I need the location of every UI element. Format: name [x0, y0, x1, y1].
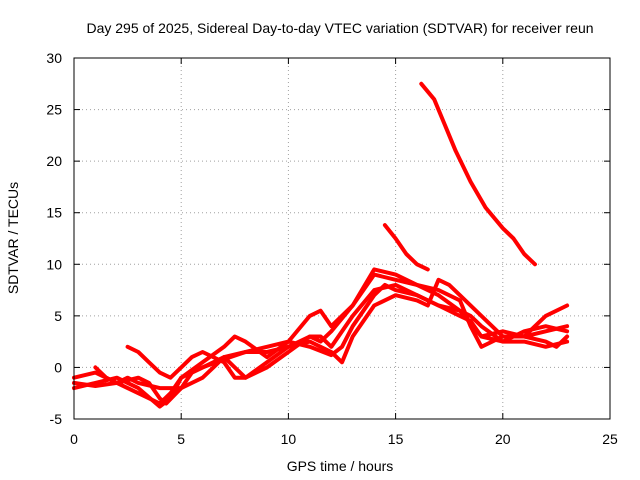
series-line-track-6 [382, 223, 430, 272]
y-tick-label: 10 [46, 256, 62, 272]
series-line-track-3 [72, 267, 570, 406]
x-tick-label: 10 [281, 431, 297, 447]
y-tick-label: 30 [46, 50, 62, 66]
x-tick-label: 0 [70, 431, 78, 447]
plot-frame [73, 57, 611, 420]
series-line-track-5 [93, 277, 570, 391]
x-tick-label: 15 [388, 431, 404, 447]
y-tick-label: 15 [46, 205, 62, 221]
x-tick-label: 5 [177, 431, 185, 447]
series-line-track-2 [72, 272, 570, 409]
series-line-track-7 [419, 81, 537, 267]
series-line-track-4 [125, 282, 570, 380]
y-tick-label: -5 [50, 411, 63, 427]
y-axis-label: SDTVAR / TECUs [5, 182, 21, 294]
y-tick-label: 25 [46, 102, 62, 118]
y-tick-label: 5 [54, 308, 62, 324]
series-group [72, 81, 570, 409]
x-axis-label: GPS time / hours [287, 458, 394, 474]
y-axis-ticks: -5 0 5 10 15 20 25 30 [46, 50, 610, 427]
x-tick-label: 25 [602, 431, 618, 447]
y-tick-label: 20 [46, 153, 62, 169]
x-tick-label: 20 [495, 431, 511, 447]
chart-title: Day 295 of 2025, Sidereal Day-to-day VTE… [86, 20, 593, 36]
y-tick-label: 0 [54, 359, 62, 375]
